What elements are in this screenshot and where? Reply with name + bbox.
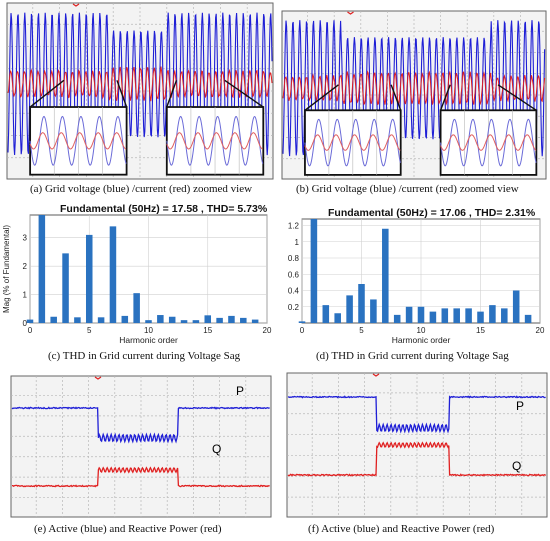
x-tick-label: 10 (144, 326, 153, 335)
harmonic-bar-19 (252, 320, 259, 323)
harmonic-bar-9 (133, 293, 140, 323)
harmonic-bar-11 (157, 315, 164, 323)
x-axis-label: Harmonic order (392, 335, 451, 345)
thd-chart-c: 0 5 10 15 20 0 1 2 3 Harmonic order Mag (% of Fund… (0, 213, 275, 345)
power-plot-f: P Q (286, 372, 548, 518)
harmonic-bar-2 (323, 305, 330, 323)
harmonic-bar-15 (204, 315, 211, 323)
harmonic-bar-8 (394, 315, 401, 323)
harmonic-bar-4 (346, 295, 353, 323)
thd-bar-plot-c: 0 5 10 15 20 0 1 2 3 Harmonic order Mag (% of Fund… (0, 213, 275, 345)
harmonic-bar-10 (145, 320, 152, 323)
x-axis-label: Harmonic order (119, 335, 178, 345)
y-tick-label: 0.6 (288, 270, 300, 279)
caption-d: (d) THD in Grid current during Voltage S… (316, 350, 509, 362)
harmonic-bar-6 (98, 317, 105, 323)
x-tick-label: 5 (87, 326, 92, 335)
y-tick-label: 2 (23, 262, 28, 271)
power-panel-f: P Q (286, 372, 548, 518)
caption-b: (b) Grid voltage (blue) /current (red) z… (296, 183, 519, 195)
p-label-f: P (516, 399, 524, 413)
harmonic-bar-1 (39, 215, 46, 323)
x-tick-label: 10 (417, 326, 426, 335)
waveform-panel-a (6, 2, 274, 180)
harmonic-bar-8 (122, 316, 129, 323)
harmonic-bar-17 (228, 316, 235, 323)
power-plot-e: P Q (10, 375, 272, 518)
y-tick-label: 1.2 (288, 222, 300, 231)
harmonic-bar-6 (370, 299, 377, 323)
waveform-plot-a (6, 2, 274, 180)
y-tick-label: 0 (23, 319, 28, 328)
harmonic-bar-7 (110, 226, 117, 323)
y-tick-label: 0.4 (288, 287, 300, 296)
harmonic-bar-7 (382, 229, 389, 323)
harmonic-bar-3 (62, 253, 69, 323)
y-axis-label: Mag (% of Fundamental) (2, 225, 11, 313)
x-tick-label: 15 (203, 326, 212, 335)
y-tick-label: 1 (295, 238, 300, 247)
harmonic-bar-9 (406, 307, 413, 323)
harmonic-bar-13 (181, 320, 188, 323)
waveform-plot-b (281, 10, 547, 180)
harmonic-bar-2 (50, 317, 57, 323)
x-tick-label: 5 (359, 326, 364, 335)
harmonic-bar-4 (74, 317, 81, 323)
thd-bar-plot-d: 0 5 10 15 20 0.2 0.4 0.6 0.8 1 1.2 Harmonic order (280, 217, 548, 345)
x-tick-label: 20 (536, 326, 545, 335)
x-tick-label: 15 (476, 326, 485, 335)
harmonic-bar-14 (193, 320, 200, 323)
p-label-e: P (236, 384, 244, 398)
y-tick-label: 0.8 (288, 254, 300, 263)
harmonic-bar-12 (169, 317, 176, 323)
power-panel-e: P Q (10, 375, 272, 518)
harmonic-bar-3 (334, 313, 341, 323)
harmonic-bar-5 (86, 235, 93, 323)
harmonic-bar-0 (27, 320, 34, 323)
harmonic-bar-15 (477, 312, 484, 323)
harmonic-bar-5 (358, 284, 365, 323)
x-tick-label: 0 (300, 326, 305, 335)
caption-c: (c) THD in Grid current during Voltage S… (48, 350, 240, 362)
harmonic-bar-13 (453, 308, 460, 323)
x-tick-label: 20 (263, 326, 272, 335)
x-tick-label: 0 (28, 326, 33, 335)
harmonic-bar-11 (430, 312, 437, 323)
harmonic-bar-17 (501, 308, 508, 323)
q-label-e: Q (212, 442, 221, 456)
harmonic-bar-16 (216, 318, 223, 323)
caption-e: (e) Active (blue) and Reactive Power (re… (34, 523, 222, 535)
harmonic-bar-18 (240, 318, 247, 323)
y-tick-label: 0.2 (288, 303, 300, 312)
harmonic-bar-14 (465, 308, 472, 323)
y-tick-label: 1 (23, 291, 28, 300)
q-label-f: Q (512, 459, 521, 473)
harmonic-bar-10 (418, 307, 425, 323)
harmonic-bar-18 (513, 291, 520, 324)
y-tick-label: 3 (23, 234, 28, 243)
harmonic-bar-1 (311, 219, 318, 323)
caption-a: (a) Grid voltage (blue) /current (red) z… (30, 183, 252, 195)
harmonic-bar-16 (489, 305, 496, 323)
harmonic-bar-0 (299, 321, 306, 323)
waveform-panel-b (281, 10, 547, 180)
thd-chart-d: 0 5 10 15 20 0.2 0.4 0.6 0.8 1 1.2 Harmonic order (280, 217, 548, 345)
caption-f: (f) Active (blue) and Reactive Power (re… (308, 523, 494, 535)
harmonic-bar-19 (525, 315, 532, 323)
harmonic-bar-12 (442, 308, 449, 323)
